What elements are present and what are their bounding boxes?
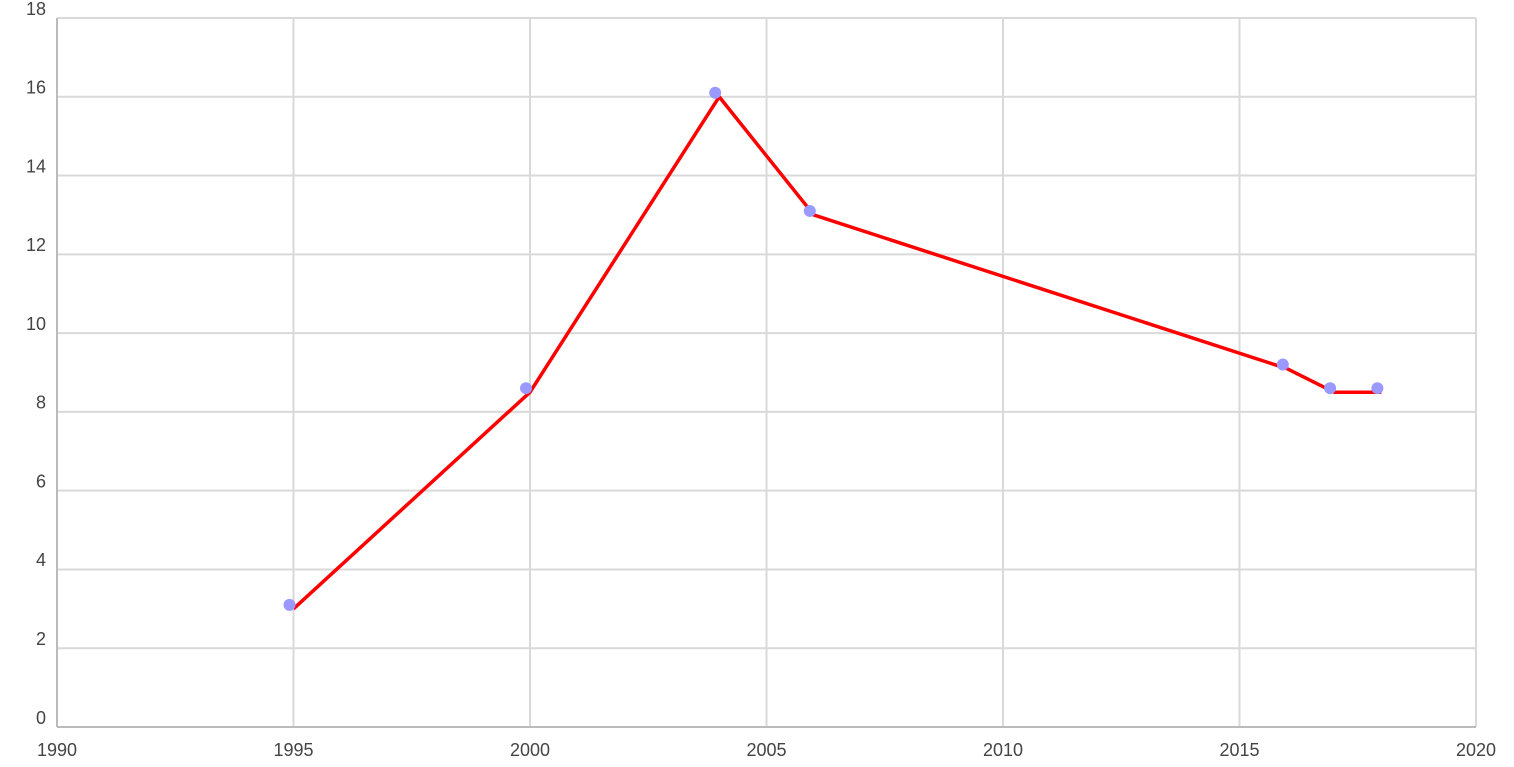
x-tick-label: 2010 [983, 740, 1023, 760]
marker [709, 86, 722, 99]
x-tick-label: 2015 [1219, 740, 1259, 760]
marker [1324, 382, 1337, 395]
y-tick-label: 10 [26, 314, 46, 334]
y-tick-label: 12 [26, 235, 46, 255]
line [292, 95, 1382, 611]
x-tick-label: 2020 [1456, 740, 1496, 760]
y-tick-label: 8 [36, 393, 46, 413]
y-tick-label: 0 [36, 708, 46, 728]
marker [283, 598, 296, 611]
x-tick-label: 2000 [510, 740, 550, 760]
y-tick-label: 2 [36, 629, 46, 649]
y-tick-label: 6 [36, 471, 46, 491]
marker [1276, 358, 1289, 371]
x-tick-label: 1995 [273, 740, 313, 760]
y-tick-label: 16 [26, 78, 46, 98]
y-tick-label: 4 [36, 550, 46, 570]
marker [803, 204, 816, 217]
y-tick-label: 14 [26, 156, 46, 176]
marker [1371, 382, 1384, 395]
y-tick-label: 18 [26, 0, 46, 19]
marker [520, 382, 532, 395]
x-tick-label: 1990 [37, 740, 77, 760]
x-tick-label: 2005 [746, 740, 786, 760]
